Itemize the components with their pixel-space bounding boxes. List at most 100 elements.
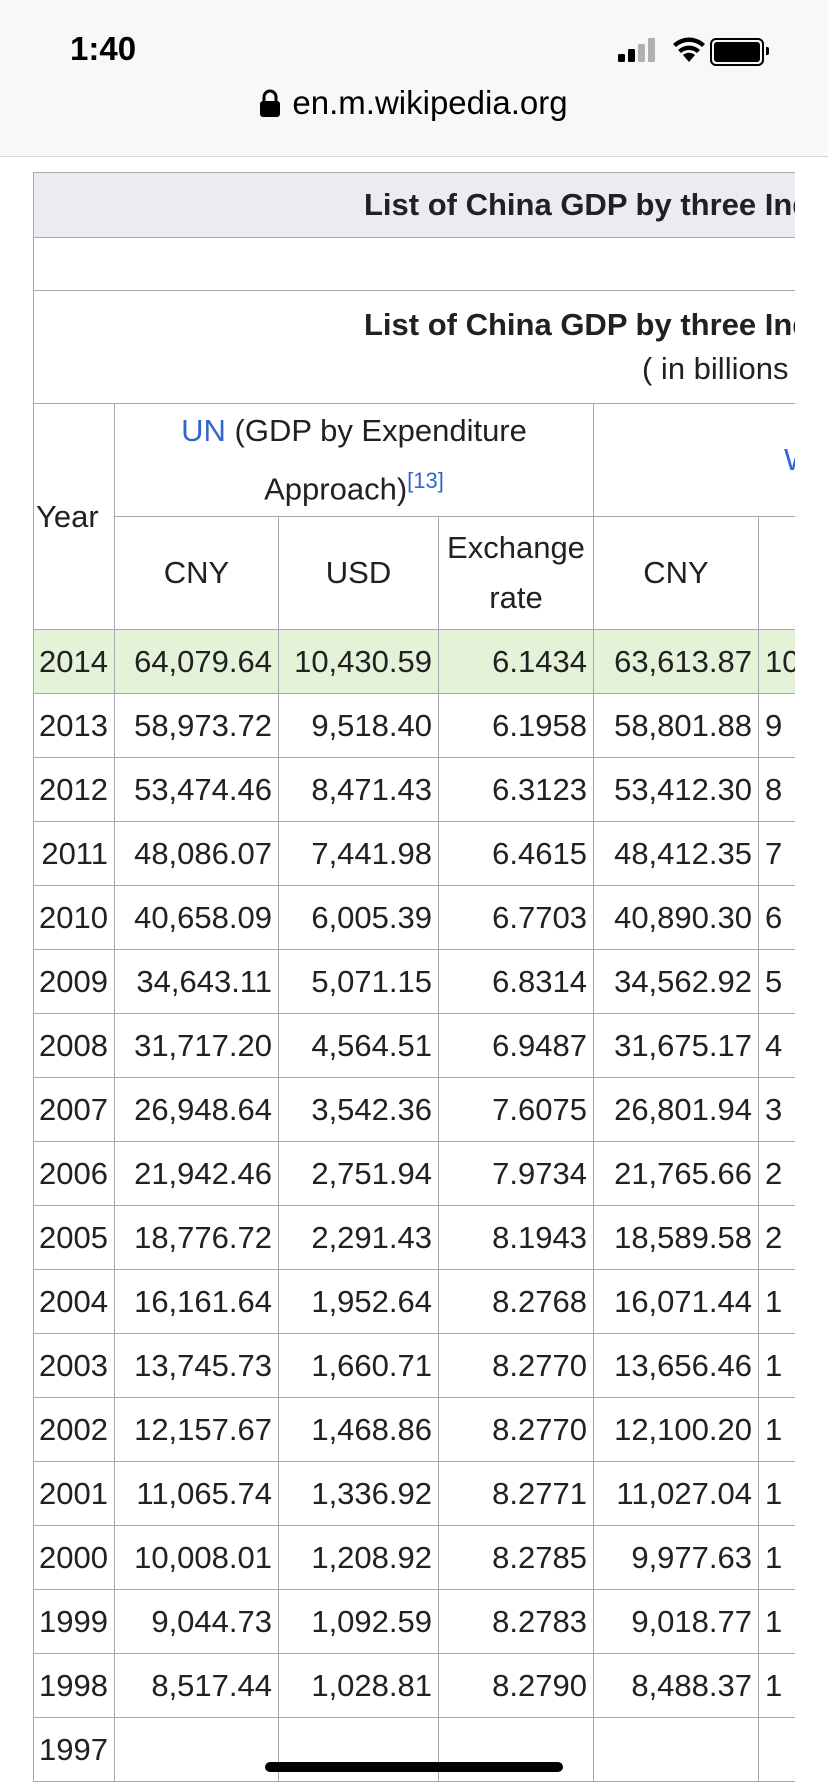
- value-cell: 6.4615: [438, 821, 594, 886]
- col-header-cny: CNY: [114, 516, 279, 630]
- value-cell: 9,977.63: [593, 1525, 759, 1590]
- value-cell: 6,005.39: [278, 885, 439, 950]
- value-cell: 63,613.87: [593, 629, 759, 694]
- value-cell: 48,412.35: [593, 821, 759, 886]
- value-cell: 12,157.67: [114, 1397, 279, 1462]
- col-header-exchange-rate: Exchange rate: [438, 516, 594, 630]
- table-row: 2001 11,065.74 1,336.92 8.2771 11,027.04 1: [33, 1461, 795, 1526]
- value-cell: 8.2785: [438, 1525, 594, 1590]
- value-cell: 16,071.44: [593, 1269, 759, 1334]
- value-cell: 7: [757, 821, 795, 886]
- value-cell: 34,643.11: [114, 949, 279, 1014]
- col-header-usd-2: [757, 516, 795, 630]
- value-cell: 6: [757, 885, 795, 950]
- browser-top-bar: 1:40 en.m.wikipedia.org: [0, 0, 828, 157]
- value-cell: 8.2783: [438, 1589, 594, 1654]
- table-row: 2013 58,973.72 9,518.40 6.1958 58,801.88 9: [33, 693, 795, 758]
- year-cell: 1998: [33, 1653, 115, 1718]
- value-cell: 8,517.44: [114, 1653, 279, 1718]
- value-cell: 18,776.72: [114, 1205, 279, 1270]
- status-time: 1:40: [70, 30, 137, 67]
- table-row: 2009 34,643.11 5,071.15 6.8314 34,562.92 5: [33, 949, 795, 1014]
- year-cell: 1999: [33, 1589, 115, 1654]
- table-row: 2000 10,008.01 1,208.92 8.2785 9,977.63 1: [33, 1525, 795, 1590]
- value-cell: 4: [757, 1013, 795, 1078]
- value-cell: 53,412.30: [593, 757, 759, 822]
- value-cell: 40,658.09: [114, 885, 279, 950]
- value-cell: 3: [757, 1077, 795, 1142]
- year-cell: 2013: [33, 693, 115, 758]
- value-cell: 7.6075: [438, 1077, 594, 1142]
- value-cell: 1,468.86: [278, 1397, 439, 1462]
- un-group-text: (GDP by Expenditure Approach): [225, 412, 527, 507]
- year-cell: 2011: [33, 821, 115, 886]
- value-cell: 9,518.40: [278, 693, 439, 758]
- value-cell: 10,430.59: [278, 629, 439, 694]
- year-cell: 2005: [33, 1205, 115, 1270]
- value-cell: 6.3123: [438, 757, 594, 822]
- url-text: en.m.wikipedia.org: [292, 84, 568, 121]
- second-group-link[interactable]: W: [784, 442, 795, 477]
- table-row: 2003 13,745.73 1,660.71 8.2770 13,656.46 1: [33, 1333, 795, 1398]
- value-cell: 8: [757, 757, 795, 822]
- value-cell: 1: [757, 1397, 795, 1462]
- value-cell: 6.1958: [438, 693, 594, 758]
- table-row: 1998 8,517.44 1,028.81 8.2790 8,488.37 1: [33, 1653, 795, 1718]
- value-cell: 7,441.98: [278, 821, 439, 886]
- value-cell: 31,675.17: [593, 1013, 759, 1078]
- cellular-signal-icon: [618, 38, 658, 62]
- value-cell: 34,562.92: [593, 949, 759, 1014]
- table-caption-header: List of China GDP by three Industries: [33, 172, 795, 238]
- table-row: 2006 21,942.46 2,751.94 7.9734 21,765.66 2: [33, 1141, 795, 1206]
- col-header-usd: USD: [278, 516, 439, 630]
- units-note: ( in billions: [642, 351, 789, 386]
- value-cell: 8.2770: [438, 1397, 594, 1462]
- value-cell: 26,801.94: [593, 1077, 759, 1142]
- value-cell: 8.2770: [438, 1333, 594, 1398]
- value-cell: 8.2768: [438, 1269, 594, 1334]
- value-cell: 16,161.64: [114, 1269, 279, 1334]
- value-cell: 4,564.51: [278, 1013, 439, 1078]
- value-cell: 5,071.15: [278, 949, 439, 1014]
- value-cell: 1: [757, 1653, 795, 1718]
- value-cell: 9,044.73: [114, 1589, 279, 1654]
- home-indicator[interactable]: [265, 1762, 563, 1772]
- table-row: 2008 31,717.20 4,564.51 6.9487 31,675.17 4: [33, 1013, 795, 1078]
- value-cell: [757, 1717, 795, 1782]
- value-cell: 1: [757, 1333, 795, 1398]
- value-cell: 21,942.46: [114, 1141, 279, 1206]
- value-cell: 6.1434: [438, 629, 594, 694]
- table-row: 2012 53,474.46 8,471.43 6.3123 53,412.30 8: [33, 757, 795, 822]
- table-row: 2011 48,086.07 7,441.98 6.4615 48,412.35 7: [33, 821, 795, 886]
- value-cell: 10: [757, 629, 795, 694]
- value-cell: 31,717.20: [114, 1013, 279, 1078]
- year-cell: 2003: [33, 1333, 115, 1398]
- table-row: 1999 9,044.73 1,092.59 8.2783 9,018.77 1: [33, 1589, 795, 1654]
- value-cell: 11,065.74: [114, 1461, 279, 1526]
- un-group-header: UN (GDP by Expenditure Approach)[13]: [114, 403, 594, 517]
- value-cell: 13,656.46: [593, 1333, 759, 1398]
- value-cell: 8.2771: [438, 1461, 594, 1526]
- value-cell: 10,008.01: [114, 1525, 279, 1590]
- value-cell: 1,660.71: [278, 1333, 439, 1398]
- value-cell: 1: [757, 1525, 795, 1590]
- value-cell: 48,086.07: [114, 821, 279, 886]
- table-row: 2010 40,658.09 6,005.39 6.7703 40,890.30 6: [33, 885, 795, 950]
- table-row: 2004 16,161.64 1,952.64 8.2768 16,071.44 1: [33, 1269, 795, 1334]
- inner-title-text: List of China GDP by three Industries: [364, 307, 795, 342]
- value-cell: 2: [757, 1141, 795, 1206]
- value-cell: 1,092.59: [278, 1589, 439, 1654]
- gdp-table-container[interactable]: List of China GDP by three Industries Li…: [33, 172, 795, 1792]
- value-cell: 1,208.92: [278, 1525, 439, 1590]
- value-cell: [593, 1717, 759, 1782]
- address-bar[interactable]: en.m.wikipedia.org: [0, 84, 828, 122]
- year-cell: 2010: [33, 885, 115, 950]
- year-cell: 2006: [33, 1141, 115, 1206]
- year-cell: 2001: [33, 1461, 115, 1526]
- ref-13-link[interactable]: [13]: [407, 467, 444, 493]
- value-cell: 7.9734: [438, 1141, 594, 1206]
- value-cell: 2,291.43: [278, 1205, 439, 1270]
- value-cell: 8,488.37: [593, 1653, 759, 1718]
- table-row: 2007 26,948.64 3,542.36 7.6075 26,801.94 3: [33, 1077, 795, 1142]
- un-link[interactable]: UN: [181, 412, 226, 448]
